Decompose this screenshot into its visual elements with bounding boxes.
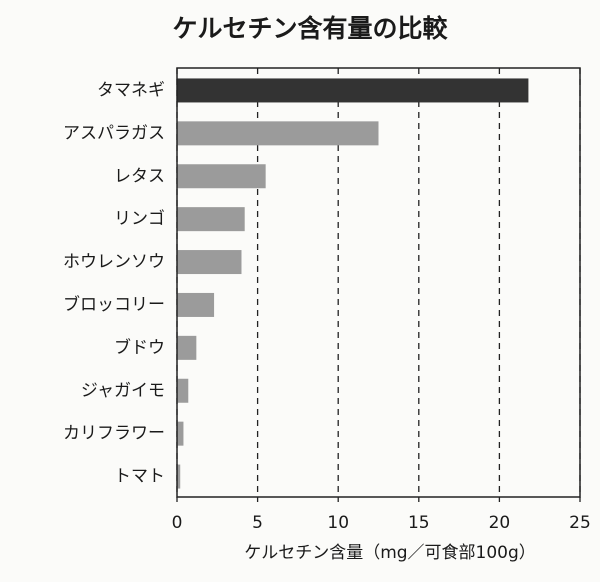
y-tick-label: ブロッコリー [63,294,165,315]
x-tick-label: 25 [569,513,591,533]
y-tick-label: タマネギ [97,80,165,100]
bar [177,207,245,232]
y-tick-label: ブドウ [114,337,165,358]
bar [177,164,266,189]
bar [177,378,189,403]
bar [177,121,379,146]
x-tick-label: 10 [327,513,349,533]
bar [177,335,197,360]
bar [177,292,215,317]
x-tick-label: 15 [408,513,430,533]
y-tick-label: ホウレンソウ [63,252,165,272]
x-tick-label: 20 [489,513,511,533]
plot-frame [176,67,581,498]
y-tick-label: トマト [114,467,165,487]
y-tick-label: カリフラワー [63,424,165,444]
x-tick-label: 0 [172,513,183,533]
y-tick-label: リンゴ [114,208,165,229]
y-tick-label: アスパラガス [63,123,165,143]
bar [177,421,184,446]
bar [177,250,242,275]
bar [177,78,529,103]
chart-title: ケルセチン含有量の比較 [172,14,448,43]
y-tick-label: ジャガイモ [81,381,165,401]
x-axis-label: ケルセチン含量（mg／可食部100g） [244,543,536,563]
x-tick-label: 5 [252,513,263,533]
y-tick-label: レタス [114,166,165,186]
bar [177,464,181,489]
